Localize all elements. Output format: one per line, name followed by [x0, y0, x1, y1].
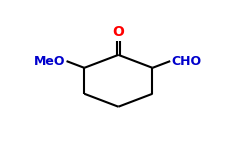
Text: CHO: CHO: [171, 55, 201, 68]
Text: MeO: MeO: [34, 55, 66, 68]
Text: O: O: [112, 25, 124, 39]
